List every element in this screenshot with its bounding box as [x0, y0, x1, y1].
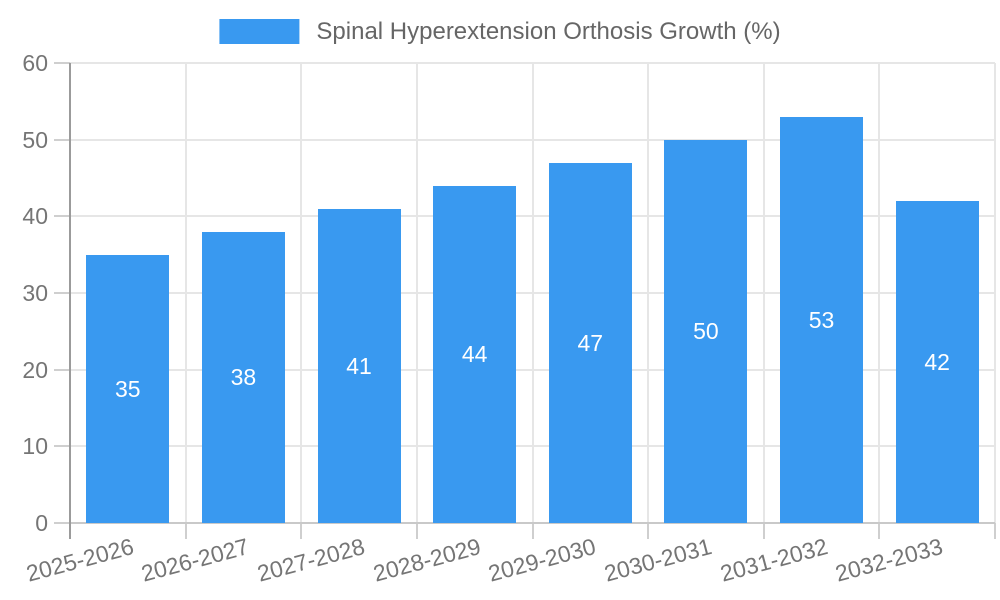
bar[interactable]	[86, 254, 170, 523]
gridline	[184, 63, 187, 523]
bar-value-label: 44	[461, 341, 488, 368]
x-axis-label: 2029-2030	[485, 533, 599, 587]
bar[interactable]	[317, 208, 401, 523]
axis-tick	[184, 523, 187, 539]
bar[interactable]	[664, 139, 748, 523]
axis-tick	[762, 523, 765, 539]
x-axis-label: 2027-2028	[254, 533, 368, 587]
y-axis-label: 0	[35, 510, 48, 536]
gridline	[647, 63, 650, 523]
y-axis-line	[69, 63, 71, 539]
gridline	[878, 63, 881, 523]
x-axis-label: 2030-2031	[601, 533, 715, 587]
bar-value-label: 53	[808, 306, 835, 333]
bar-value-label: 47	[577, 329, 604, 356]
axis-tick	[54, 62, 70, 64]
legend-label: Spinal Hyperextension Orthosis Growth (%…	[316, 18, 781, 45]
axis-tick	[531, 523, 534, 539]
y-axis-label: 50	[22, 126, 48, 153]
axis-tick	[878, 523, 881, 539]
x-axis-label: 2026-2027	[138, 533, 252, 587]
gridline	[994, 63, 996, 523]
axis-tick	[54, 445, 70, 448]
axis-tick	[415, 523, 418, 539]
y-axis-label: 20	[22, 356, 48, 383]
y-axis-label: 10	[22, 433, 48, 460]
bar[interactable]	[548, 162, 632, 523]
x-axis-label: 2025-2026	[23, 533, 137, 587]
gridline	[300, 63, 303, 523]
x-axis-label: 2032-2033	[832, 533, 946, 587]
axis-tick	[54, 215, 70, 218]
axis-tick	[300, 523, 303, 539]
bar[interactable]	[433, 185, 517, 523]
bar[interactable]	[895, 201, 979, 523]
bar-value-label: 35	[115, 375, 141, 402]
x-axis-line	[70, 522, 995, 524]
x-axis-label: 2031-2032	[717, 533, 831, 587]
bar-value-label: 41	[346, 352, 372, 379]
y-axis-label: 30	[22, 280, 48, 306]
gridline	[415, 63, 418, 523]
x-axis-label: 2028-2029	[370, 533, 484, 587]
bar-value-label: 42	[924, 349, 950, 375]
gridline	[762, 63, 765, 523]
axis-tick	[994, 523, 996, 539]
legend[interactable]: Spinal Hyperextension Orthosis Growth (%…	[219, 18, 781, 45]
axis-tick	[54, 522, 70, 524]
gridline	[531, 63, 534, 523]
axis-tick	[54, 368, 70, 371]
y-axis-label: 60	[22, 50, 48, 76]
bar[interactable]	[201, 231, 285, 523]
axis-tick	[647, 523, 650, 539]
bar[interactable]	[780, 116, 864, 523]
legend-swatch	[219, 19, 300, 44]
axis-tick	[54, 292, 70, 294]
axis-tick	[54, 138, 70, 141]
y-axis-label: 40	[22, 203, 48, 230]
bar-value-label: 38	[230, 364, 257, 391]
bar-value-label: 50	[693, 318, 719, 345]
